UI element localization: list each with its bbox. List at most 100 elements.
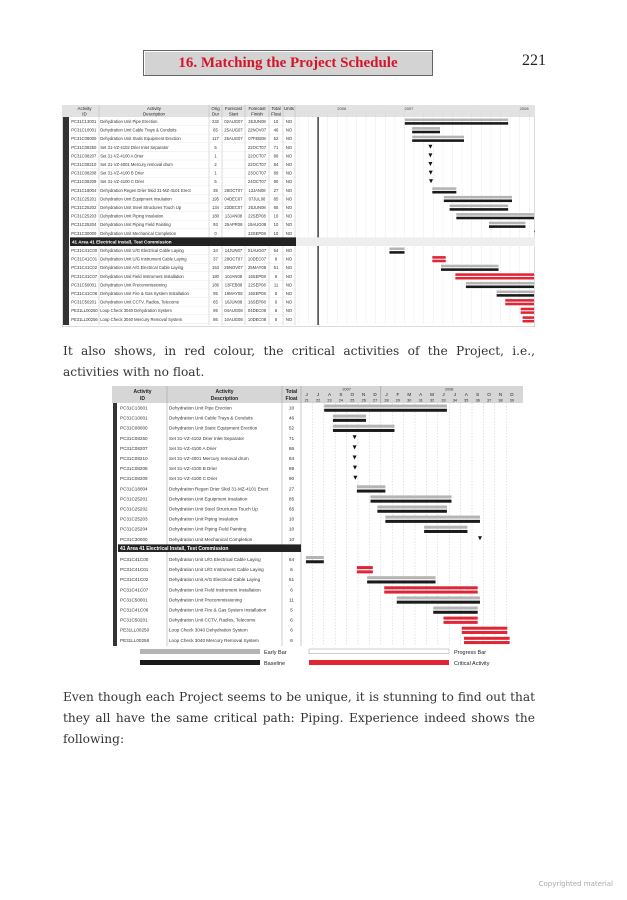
early-bar — [432, 256, 446, 259]
units: NO — [286, 317, 293, 322]
milestone-marker — [477, 536, 482, 541]
column-header-line1: Total — [286, 389, 298, 395]
activity-id: PC31C08207 — [120, 446, 148, 451]
baseline-bar — [424, 529, 468, 533]
total-float: 27 — [289, 486, 295, 492]
activity-id: PC31C25204 — [120, 527, 148, 532]
total-float: 6 — [290, 628, 293, 634]
activity-id: PC31C18004 — [71, 188, 97, 193]
activity-id: PC31C13001 — [71, 119, 97, 124]
early-bar — [389, 247, 405, 251]
total-float: 71 — [274, 145, 279, 150]
month-label: N — [362, 392, 365, 397]
legend-critical-label: Critical Activity — [454, 661, 490, 667]
baseline-bar — [389, 251, 405, 254]
early-bar — [356, 566, 373, 570]
units: NO — [286, 257, 293, 262]
column-header-line1: Activity — [215, 389, 233, 395]
paragraph-critical-path: Even though each Project seems to be uni… — [63, 690, 535, 746]
early-bar — [465, 281, 534, 285]
column-header-line2: Description — [211, 396, 239, 402]
orig-duration: 95 — [213, 291, 218, 296]
year-label: 2006 — [337, 106, 347, 111]
period-label: 29 — [396, 399, 400, 403]
total-float: 6 — [290, 638, 293, 644]
early-bar — [520, 307, 534, 311]
total-float: 10 — [289, 406, 295, 412]
critical-bar — [356, 570, 373, 574]
forecast-finish: 01AUG07 — [248, 248, 267, 253]
activity-id: PC31C25201 — [120, 496, 148, 501]
baseline-bar — [370, 499, 452, 503]
period-label: 33 — [441, 399, 445, 403]
critical-bar — [455, 276, 534, 280]
total-float: 65 — [289, 507, 295, 513]
activity-id: PC31C10001 — [120, 416, 148, 421]
forecast-start: 10JAN08 — [225, 274, 243, 279]
year-label: 2008 — [520, 106, 530, 111]
month-label: J — [317, 392, 319, 397]
early-bar — [332, 424, 395, 428]
activity-id: PC31C41C01 — [120, 567, 149, 572]
forecast-start: 22DEC07 — [224, 205, 243, 210]
total-float: 86 — [289, 446, 295, 452]
activity-id: PE31LL00256 — [71, 317, 98, 322]
activity-id: PC31C50001 — [120, 597, 148, 602]
forecast-finish: 25MAY08 — [248, 265, 267, 270]
activity-id: PC31C18004 — [120, 486, 148, 491]
legend-baseline-swatch — [140, 660, 260, 665]
activity-description: Dehydration Unit Mechanical Completion — [100, 231, 177, 236]
orig-duration: 95 — [213, 308, 218, 313]
units: NO — [286, 248, 293, 253]
total-float: 65 — [274, 205, 279, 210]
milestone-marker — [428, 144, 433, 149]
total-float: 6 — [290, 618, 293, 624]
activity-description: Dehydration Unit CCTV, Radios, Telecoms — [100, 300, 179, 305]
period-label: 31 — [419, 399, 423, 403]
activity-description: Dehydration Unit Static Equipment Erecti… — [169, 426, 258, 431]
activity-description: Dehydration Unit Mechanical Completion — [169, 537, 253, 542]
activity-id: PC31C50201 — [71, 300, 97, 305]
column-header-line1: Total — [271, 106, 280, 111]
total-float: 10 — [274, 222, 279, 227]
period-label: 35 — [464, 399, 468, 403]
total-float: 6 — [275, 317, 278, 322]
total-float: 89 — [274, 171, 279, 176]
table-header — [62, 105, 535, 117]
forecast-finish: 04DEC08 — [248, 308, 267, 313]
orig-duration: 180 — [212, 274, 220, 279]
column-header-line2: ID — [140, 396, 145, 402]
forecast-start: 25APR08 — [225, 222, 244, 227]
column-header-line2: Finish — [251, 112, 263, 117]
milestone-marker — [428, 153, 433, 158]
early-bar — [412, 127, 440, 130]
activity-description: Dehydration Unit Precommissioning — [169, 597, 242, 602]
forecast-finish: 25JUN08 — [248, 119, 266, 124]
total-float: 46 — [274, 128, 279, 133]
early-bar — [332, 414, 366, 418]
baseline-bar — [324, 408, 447, 412]
activity-description: Loop Check 3040 Mercury Removal System — [169, 638, 259, 643]
activity-id: PC31C08000 — [71, 136, 97, 141]
orig-duration: 186 — [212, 282, 220, 287]
forecast-finish: 22SEP08 — [248, 282, 266, 287]
forecast-finish: 10DEC07 — [248, 257, 267, 262]
total-float: 84 — [289, 456, 295, 462]
early-bar — [443, 616, 478, 620]
orig-duration: 1 — [214, 153, 217, 158]
activity-description: Dehydration Unit A/G Electrical Cable La… — [169, 577, 261, 582]
early-bar — [424, 525, 468, 529]
orig-duration: 2 — [214, 162, 217, 167]
section-label: 41 Area 41 Electrical Install, Test Comm… — [120, 546, 228, 552]
forecast-start: 25AUG07 — [224, 136, 243, 141]
activity-description: Set 31-VZ-4102 Drier Inlet Separator — [100, 145, 169, 150]
activity-id: PC31C41C07 — [120, 587, 149, 592]
early-bar — [404, 118, 509, 122]
activity-description: Dehydration Unit Fire & Gas System Insta… — [169, 608, 267, 613]
column-header-line1: Activity — [133, 389, 151, 395]
forecast-start: 04AUG08 — [224, 308, 243, 313]
wbs-band — [63, 117, 69, 325]
early-bar — [443, 195, 512, 199]
orig-duration: 0 — [214, 231, 217, 236]
